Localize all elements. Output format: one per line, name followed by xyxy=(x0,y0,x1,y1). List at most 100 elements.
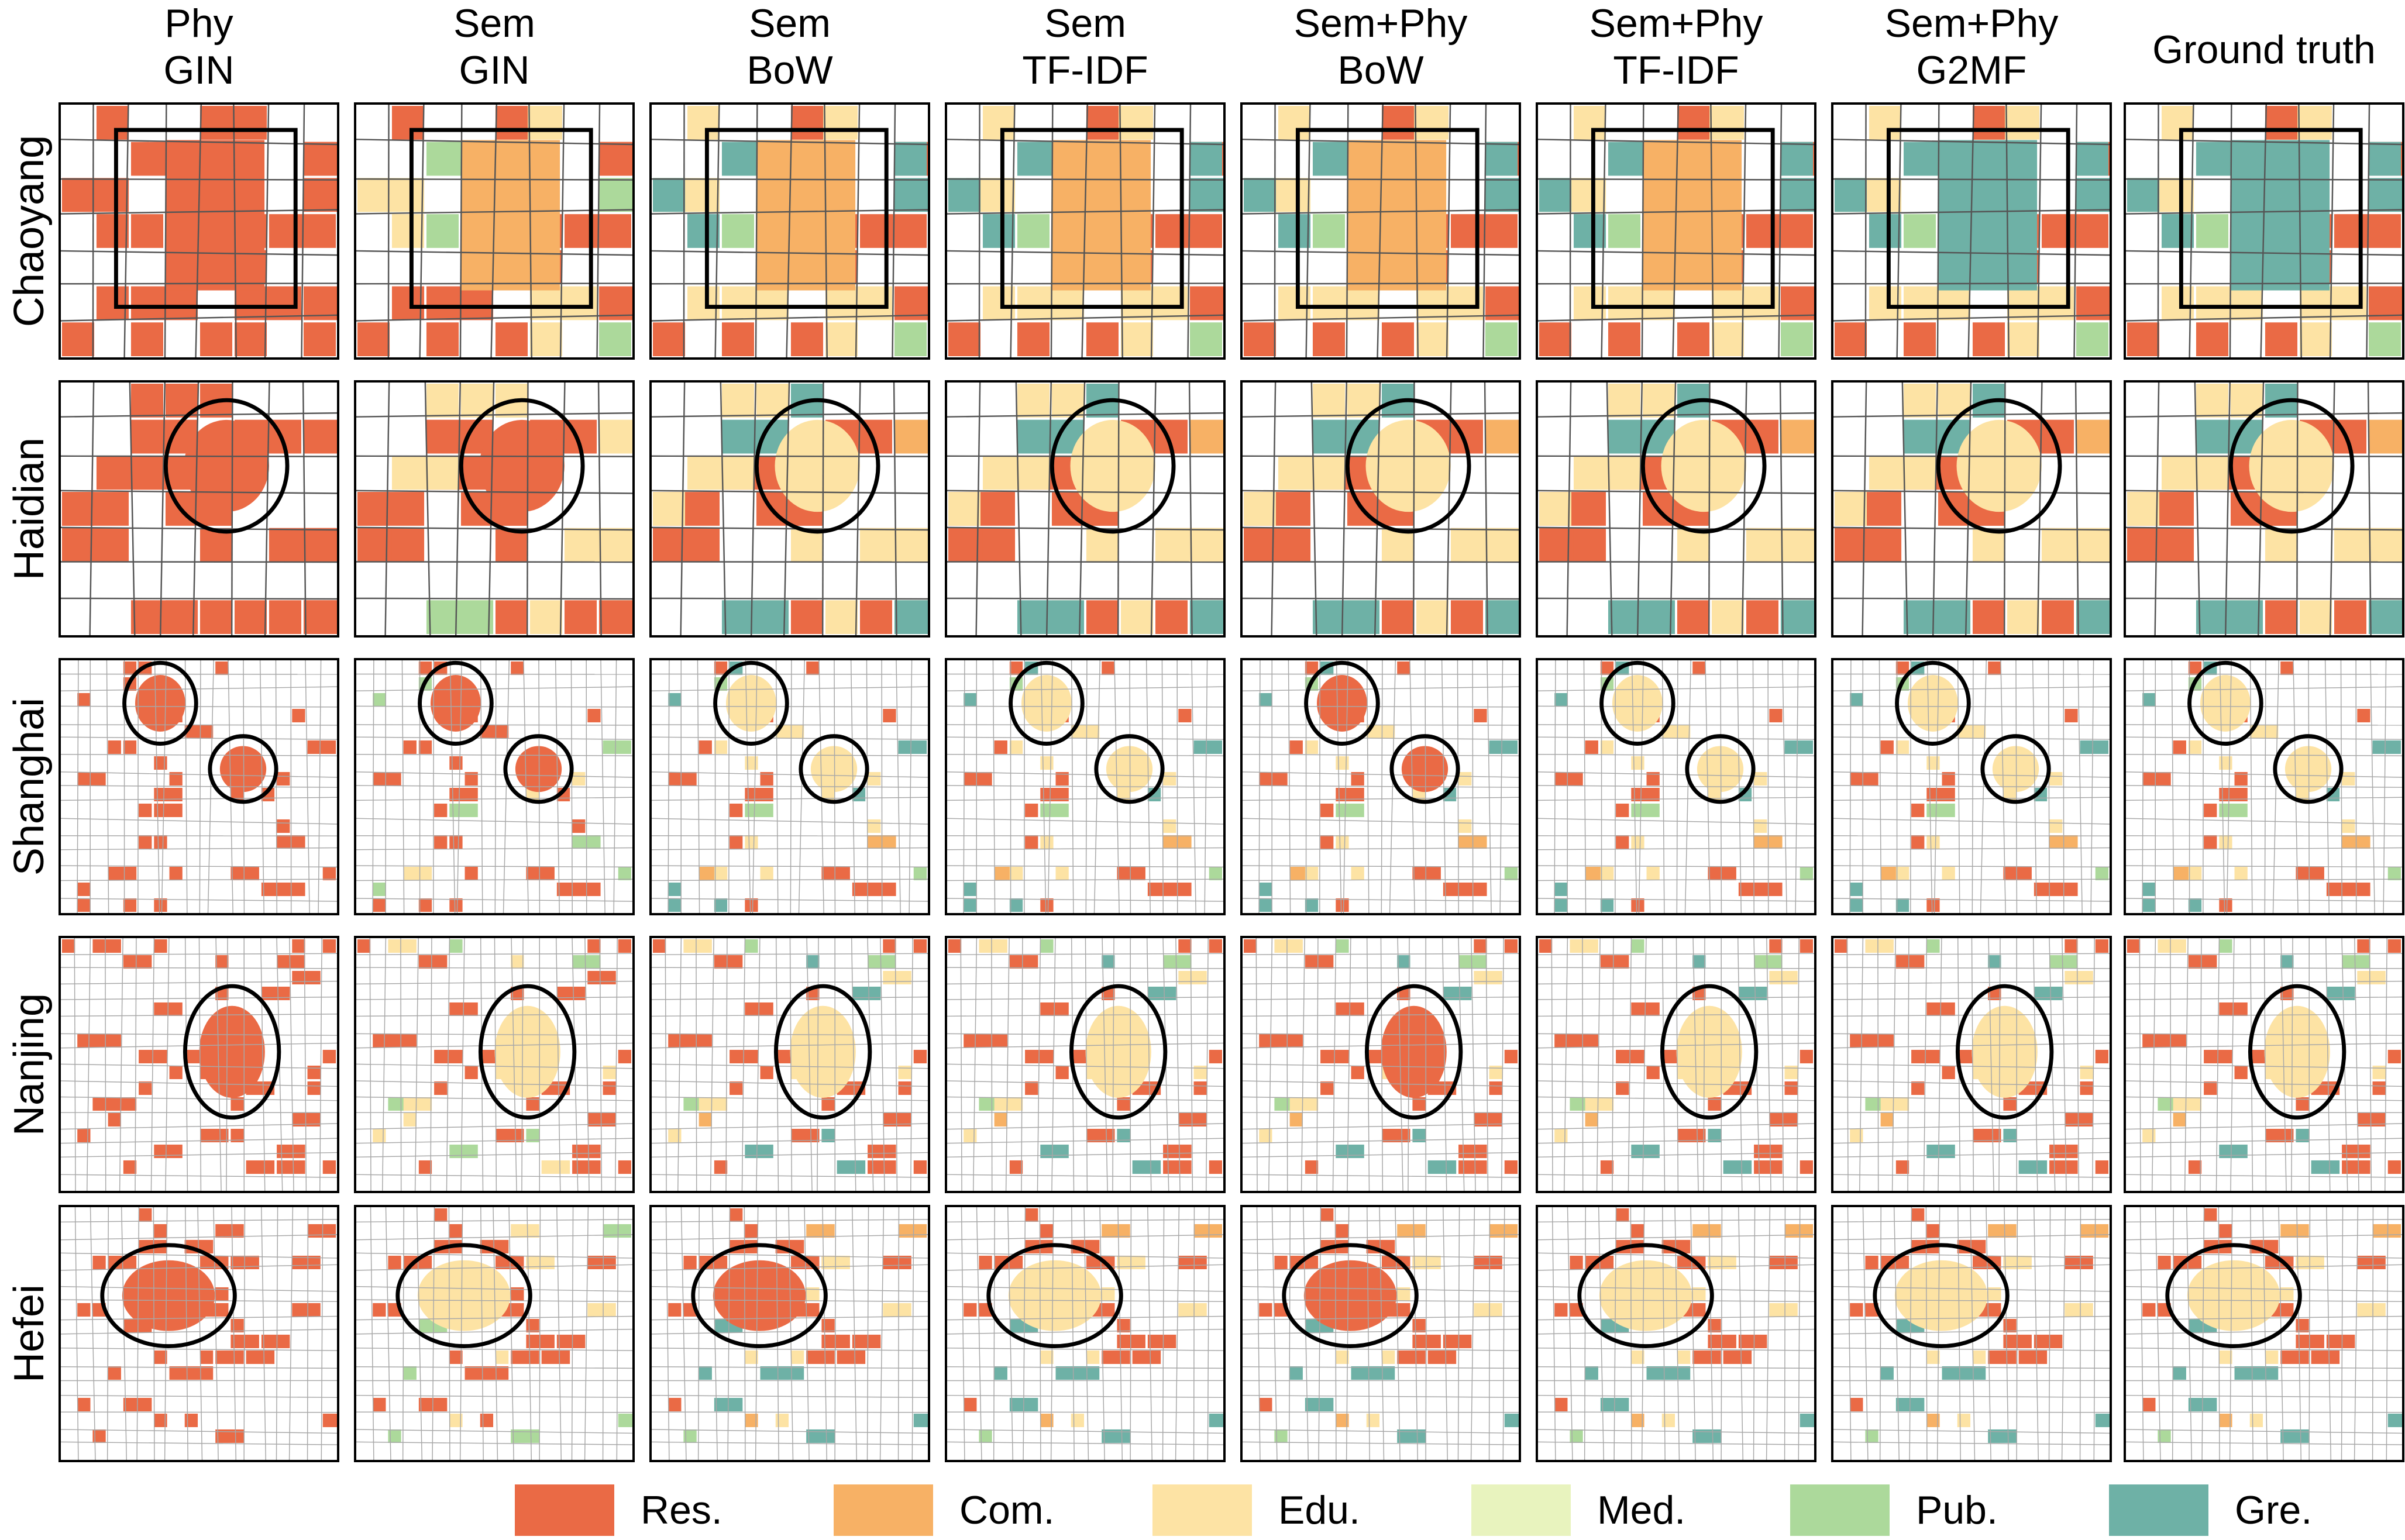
parcel xyxy=(1784,740,1814,755)
street-line xyxy=(1412,383,1415,635)
street-line xyxy=(2278,1207,2284,1460)
street-line xyxy=(356,1252,632,1259)
street-line xyxy=(2126,1152,2402,1158)
street-line xyxy=(1538,967,1814,969)
parcel xyxy=(434,1081,448,1095)
parcel xyxy=(1895,898,1909,912)
parcel xyxy=(2265,528,2298,562)
street-line xyxy=(1833,818,2110,825)
street-line xyxy=(1343,660,1348,913)
street-line xyxy=(602,1207,604,1460)
street-line xyxy=(947,412,1223,418)
street-line xyxy=(947,771,1223,778)
parcel xyxy=(1957,1413,1971,1428)
highlight-parcel xyxy=(166,140,265,291)
parcel xyxy=(1926,803,1955,818)
street-line xyxy=(356,1299,632,1303)
parcel xyxy=(745,1144,773,1159)
column-header-line1: Sem xyxy=(749,1,831,46)
parcel xyxy=(303,142,336,176)
street-line xyxy=(741,938,746,1191)
street-line xyxy=(356,1014,632,1017)
parcel xyxy=(1009,1160,1023,1174)
parcel xyxy=(687,214,720,248)
parcel xyxy=(495,1128,524,1143)
street-line xyxy=(243,1207,246,1460)
parcel xyxy=(123,661,137,676)
street-line xyxy=(446,938,450,1191)
parcel xyxy=(1397,661,1410,676)
street-line xyxy=(61,705,337,708)
parcel xyxy=(790,528,824,562)
parcel xyxy=(1631,1144,1660,1159)
street-line xyxy=(2201,1207,2205,1460)
street-line xyxy=(61,1366,337,1369)
parcel xyxy=(2095,939,2109,953)
street-line xyxy=(2034,1207,2039,1460)
parcel xyxy=(449,835,463,849)
parcel xyxy=(292,939,305,953)
parcel xyxy=(108,1097,137,1111)
street-line xyxy=(2354,1207,2359,1460)
street-line xyxy=(1050,105,1054,357)
street-line xyxy=(668,660,670,913)
street-line xyxy=(61,314,337,322)
parcel xyxy=(199,528,233,562)
parcel xyxy=(1485,528,1519,562)
column-header: Sem BoW xyxy=(649,0,930,99)
street-line xyxy=(1188,383,1193,635)
street-line xyxy=(1538,1441,1814,1445)
highlight-parcel xyxy=(790,1005,856,1098)
street-line xyxy=(1243,967,1519,969)
parcel xyxy=(1880,1097,1909,1111)
street-line xyxy=(430,938,432,1191)
street-line xyxy=(1833,980,2110,985)
street-line xyxy=(806,938,813,1191)
parcel xyxy=(1055,771,1069,786)
parcel xyxy=(230,1318,244,1333)
map-panel xyxy=(59,936,339,1193)
street-line xyxy=(356,282,632,285)
map-panel xyxy=(945,380,1226,638)
parcel xyxy=(982,528,1016,562)
parcel xyxy=(994,1366,1007,1380)
parcel xyxy=(1351,866,1364,881)
land-use-map xyxy=(1243,938,1519,1191)
parcel xyxy=(96,456,164,490)
street-line xyxy=(1243,1042,1519,1049)
street-line xyxy=(1926,660,1933,913)
highlight-outline xyxy=(1873,1243,2010,1349)
street-line xyxy=(1692,938,1699,1191)
parcel xyxy=(96,528,129,562)
street-line xyxy=(2126,1123,2402,1130)
parcel xyxy=(1017,383,1050,418)
parcel xyxy=(1178,1112,1207,1127)
parcel xyxy=(1708,1334,1736,1349)
parcel xyxy=(618,1413,632,1428)
parcel xyxy=(373,693,386,707)
parcel xyxy=(1366,724,1395,739)
street-line xyxy=(1243,1328,1519,1335)
parcel xyxy=(526,1334,555,1349)
parcel xyxy=(1942,771,1955,786)
parcel xyxy=(868,1144,896,1159)
parcel xyxy=(373,1303,386,1317)
street-line xyxy=(2308,1207,2311,1460)
parcel xyxy=(1903,214,1936,248)
parcel xyxy=(1504,1413,1519,1428)
parcel xyxy=(1834,178,1867,212)
parcel xyxy=(2265,600,2298,635)
parcel xyxy=(303,322,336,357)
parcel xyxy=(587,1112,616,1127)
street-line xyxy=(2384,938,2387,1191)
parcel xyxy=(449,803,478,818)
highlight-outline xyxy=(163,398,290,534)
street-line xyxy=(1243,1063,1519,1069)
parcel xyxy=(948,322,981,357)
parcel xyxy=(1850,882,1863,897)
street-line xyxy=(356,818,632,825)
parcel xyxy=(2196,322,2229,357)
parcel xyxy=(714,661,728,676)
parcel xyxy=(1243,492,1277,526)
land-use-map xyxy=(652,660,928,913)
